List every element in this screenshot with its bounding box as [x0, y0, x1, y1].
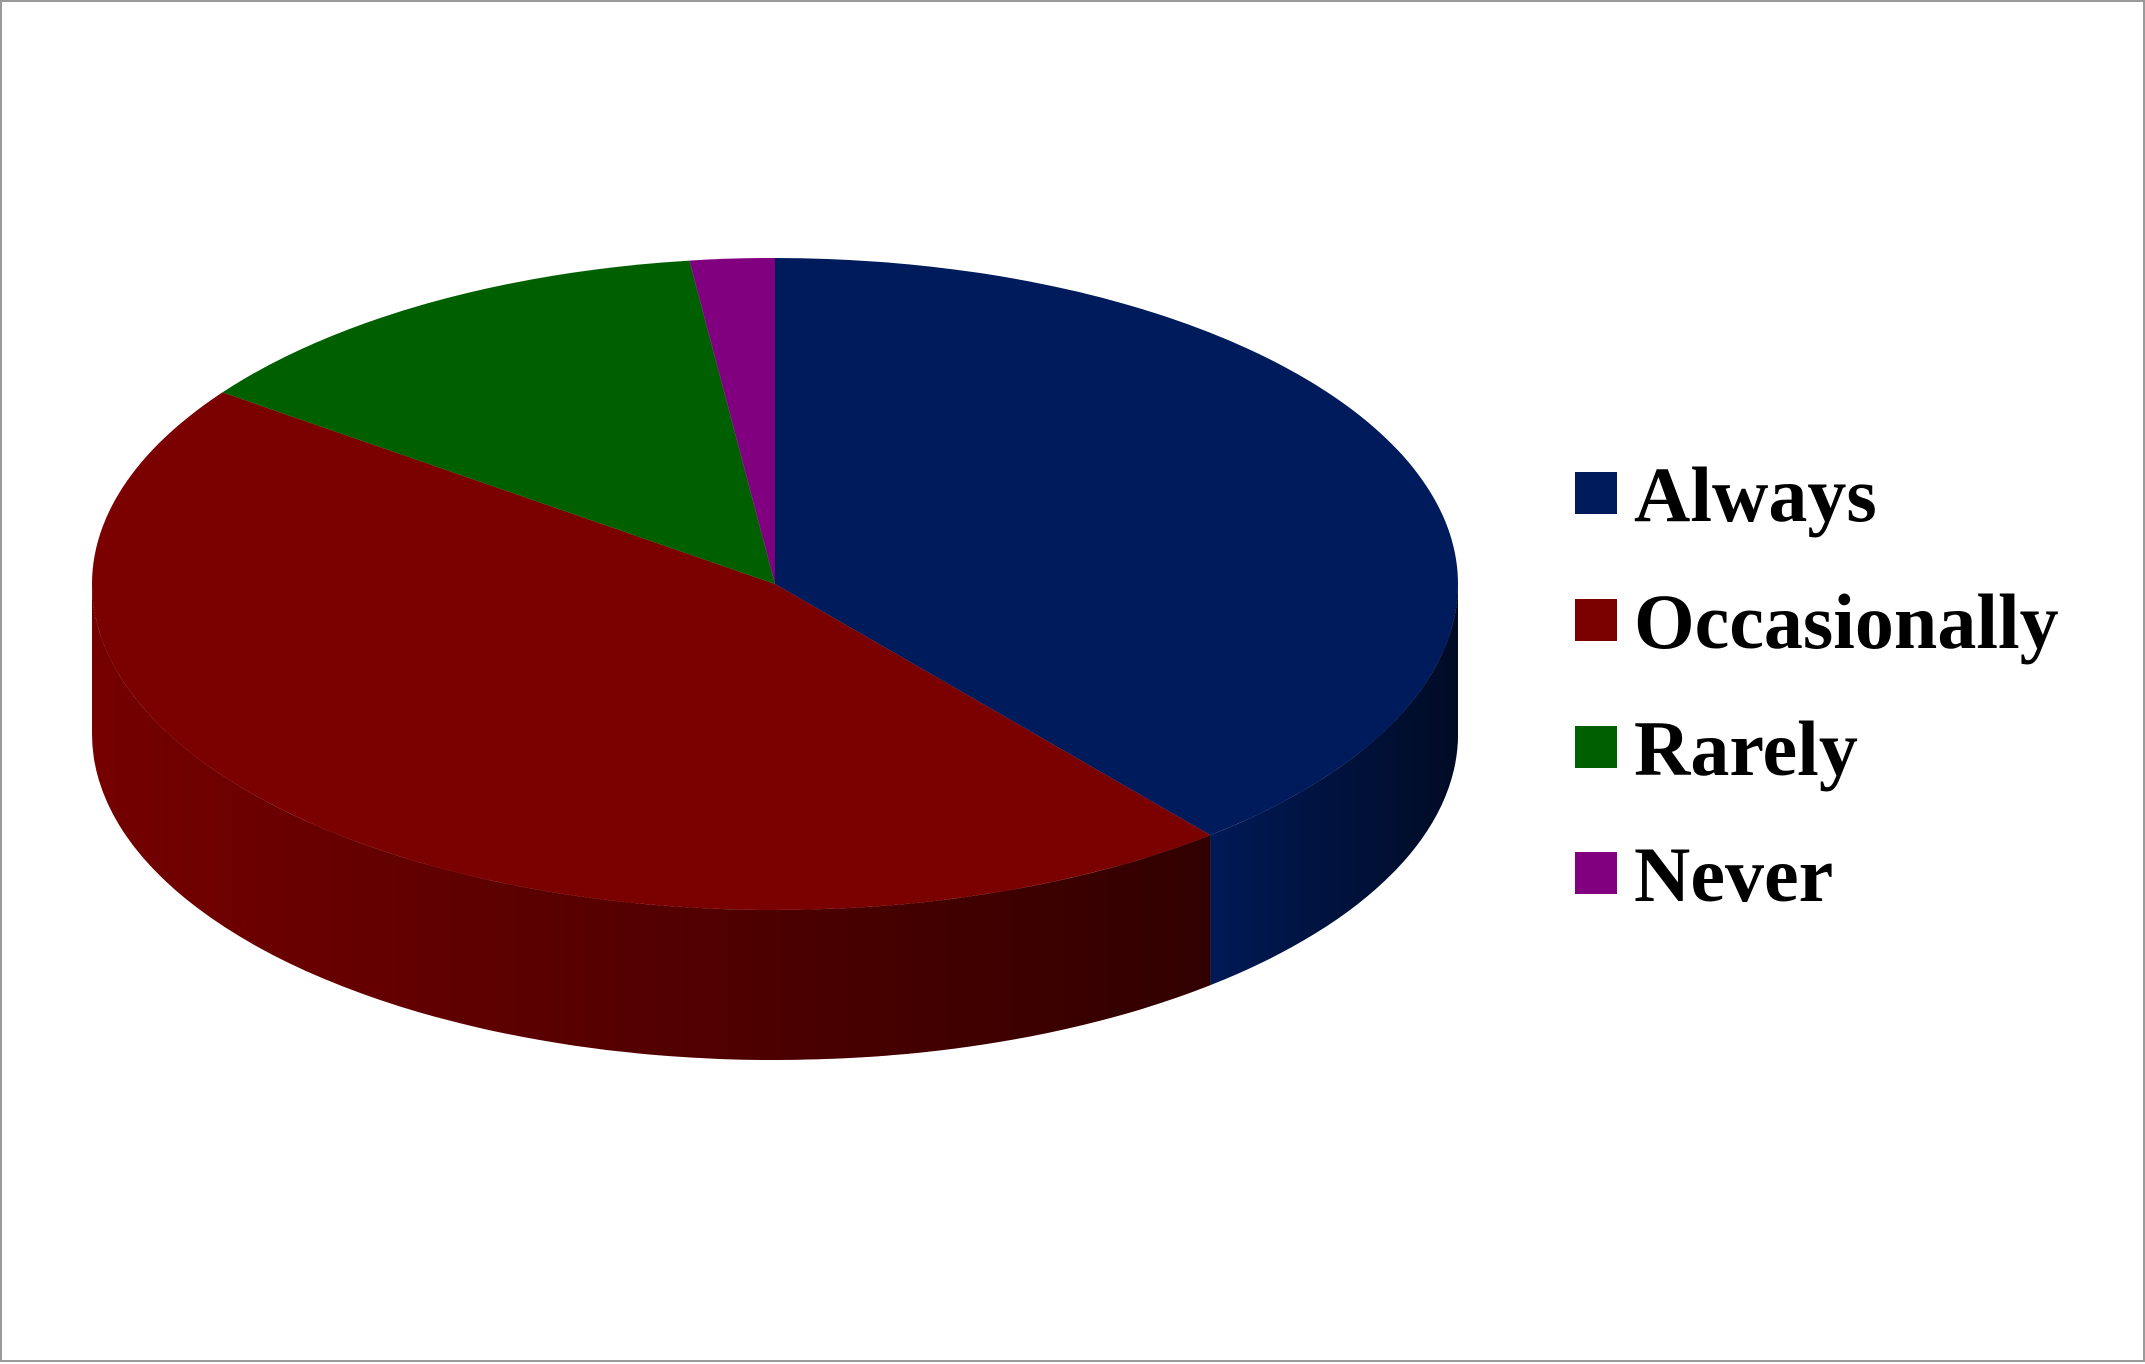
legend-label-always: Always — [1634, 451, 1877, 538]
legend-swatch-rarely — [1575, 726, 1617, 768]
legend: Always Occasionally Rarely Never — [1575, 451, 2059, 918]
legend-label-never: Never — [1634, 831, 1833, 918]
pie-slice-rarely — [222, 260, 775, 584]
legend-item-occasionally: Occasionally — [1575, 578, 2059, 665]
legend-label-rarely: Rarely — [1634, 705, 1858, 792]
pie-sides — [92, 584, 1458, 1060]
legend-swatch-never — [1575, 852, 1617, 894]
legend-swatch-occasionally — [1575, 599, 1617, 641]
legend-item-never: Never — [1575, 831, 1833, 918]
pie-top — [92, 258, 1458, 910]
legend-item-rarely: Rarely — [1575, 705, 1858, 792]
legend-item-always: Always — [1575, 451, 1877, 538]
pie-side-shade-occasionally — [92, 584, 1211, 1060]
pie-slice-never — [689, 258, 775, 584]
legend-label-occasionally: Occasionally — [1634, 578, 2059, 665]
pie-side-shade-always — [1210, 584, 1458, 986]
pie-slice-always — [775, 258, 1458, 836]
pie-slice-occasionally — [92, 392, 1211, 910]
legend-swatch-always — [1575, 472, 1617, 514]
